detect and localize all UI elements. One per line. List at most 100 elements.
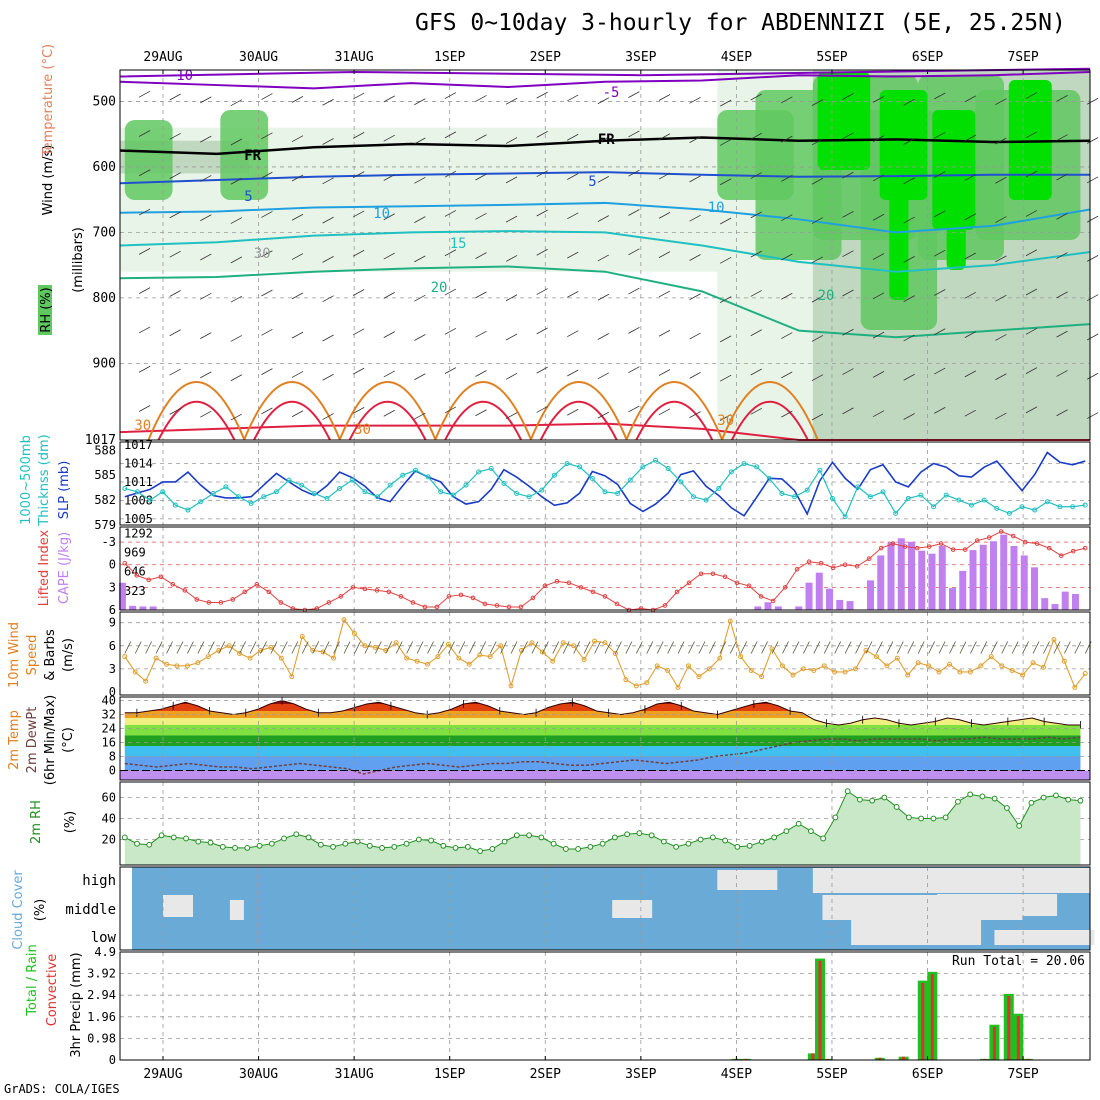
wind-barb [322, 641, 330, 654]
wind-barb [169, 132, 181, 140]
thickness-tick-label: 588 [94, 443, 116, 457]
wind-barb [536, 248, 548, 256]
wind-barb [176, 641, 184, 654]
lifted-index-point [662, 603, 668, 608]
wind-barb [475, 252, 487, 259]
rh-point [795, 820, 802, 827]
thickness-point [703, 497, 709, 503]
thickness-point [690, 494, 696, 500]
lifted-index-point [818, 560, 824, 566]
wind-barb [505, 176, 518, 184]
wind-barb [597, 254, 610, 262]
wind-barb [270, 641, 278, 654]
wind-barb [169, 93, 181, 101]
wind-barb [896, 641, 904, 654]
wind-barb [562, 641, 570, 654]
lifted-index-point [986, 535, 992, 540]
wind-barb [865, 641, 873, 654]
thickness-axis-label-2: Thicknss (dm) [37, 434, 52, 526]
lifted-index-point [902, 544, 908, 549]
wind-barb [995, 373, 1007, 381]
wind-barb [844, 641, 852, 654]
wind-barb [1025, 131, 1038, 139]
thickness-point [425, 474, 431, 480]
surface-isotherm-arch [243, 381, 341, 441]
thickness-point [450, 492, 456, 498]
wind-speed-point [811, 667, 817, 673]
wind-barb [1086, 97, 1099, 105]
temp-band-below-zero [120, 770, 1090, 780]
cape-axis-label: CAPE (J/kg) [57, 532, 72, 604]
wind-barb [597, 333, 610, 340]
cloud-axis-label-2: (%) [33, 899, 48, 922]
date-tick-top: 30AUG [239, 50, 278, 65]
wind-speed-point [947, 661, 953, 667]
rh-point [930, 815, 937, 822]
wind-barb [1086, 176, 1099, 184]
wind-barb [689, 371, 701, 379]
wind-barb [597, 176, 610, 183]
wind-barb [169, 250, 181, 258]
rh-point [832, 814, 839, 821]
temp-tick-label: 16 [102, 736, 116, 750]
thickness-point [476, 469, 482, 475]
wind-barb [628, 91, 640, 98]
cape-bar [836, 599, 844, 610]
wind-barb [842, 328, 854, 336]
rh-point [134, 840, 140, 847]
rh-point [281, 835, 287, 842]
wind-barb [536, 366, 548, 374]
wind-speed-point [310, 647, 316, 653]
thickness-point [185, 507, 191, 513]
lifted-index-point [710, 571, 716, 577]
precip-legend-convective: Convective [45, 954, 60, 1027]
wind-barb [138, 130, 151, 137]
thickness-point [438, 489, 444, 495]
wind-barb [834, 641, 842, 654]
wind-barb [928, 641, 935, 654]
wind-barb [145, 641, 153, 654]
wind-barb [903, 334, 915, 342]
lifted-index-point [278, 600, 284, 605]
rh-point [342, 840, 349, 847]
date-tick-top: 5SEP [816, 50, 847, 65]
thickness-point [665, 466, 671, 472]
wind-speed-point [414, 658, 420, 664]
surface-isotherm-arch [348, 400, 427, 441]
cape-bar [754, 606, 762, 610]
cape-bar [805, 582, 813, 610]
cloud-clear-patch [163, 895, 194, 917]
wind-barb [1025, 170, 1038, 178]
wind-barb [903, 413, 915, 420]
rh-point [170, 834, 177, 841]
thickness-point [931, 504, 937, 510]
wind-speed-point [884, 663, 890, 669]
lifted-index-point [458, 592, 464, 598]
thickness-point [337, 485, 343, 491]
wind-barb [1025, 249, 1038, 257]
wind-barb [414, 98, 426, 106]
dewpoint-line [124, 736, 1081, 775]
temp-color-band [124, 704, 1081, 711]
lifted-index-point [194, 597, 200, 602]
wind-barb [291, 331, 304, 339]
cape-tick-label: 323 [124, 584, 146, 598]
wind-barb [872, 135, 885, 142]
thickness-tick-label: 579 [94, 518, 116, 532]
wind-speed-point [759, 674, 765, 680]
chart-title: GFS 0~10day 3-hourly for ABDENNIZI (5E, … [415, 10, 1066, 36]
wind-barb [964, 252, 976, 260]
wind-barb [169, 329, 181, 337]
temp-tick-label: 40 [102, 694, 116, 708]
wind-barb [414, 334, 426, 341]
wind-barb [628, 287, 640, 295]
wind-barb [352, 132, 365, 139]
isotherm-line [119, 265, 1091, 339]
lifted-index-point [1070, 548, 1076, 554]
wind-barb [750, 250, 762, 258]
wind-barb [200, 371, 212, 379]
wind-speed-point [445, 641, 451, 647]
wind-speed-point [957, 669, 963, 675]
rh-point [428, 837, 434, 844]
wind-barb [536, 327, 548, 335]
